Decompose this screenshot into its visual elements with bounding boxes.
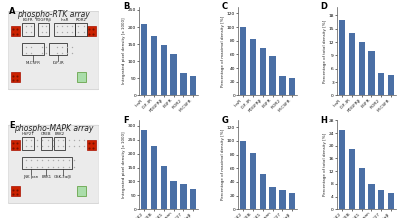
Y-axis label: Percentage of maximal density [%]: Percentage of maximal density [%] bbox=[222, 15, 226, 87]
Text: E: E bbox=[9, 121, 14, 130]
Bar bbox=[260, 174, 266, 209]
Bar bbox=[358, 168, 365, 209]
Y-axis label: Integrated pixel density [x 1000]: Integrated pixel density [x 1000] bbox=[122, 131, 126, 198]
Bar bbox=[388, 193, 394, 209]
Bar bbox=[260, 48, 266, 95]
Text: JNK pan: JNK pan bbox=[23, 175, 38, 179]
Text: InsR: InsR bbox=[60, 18, 69, 22]
Bar bbox=[358, 42, 365, 95]
Bar bbox=[190, 189, 196, 209]
Text: C: C bbox=[222, 2, 228, 11]
Bar bbox=[349, 33, 355, 95]
Bar bbox=[368, 51, 375, 95]
Bar bbox=[240, 141, 246, 209]
Bar bbox=[76, 23, 87, 36]
Bar bbox=[289, 78, 295, 95]
Bar bbox=[22, 43, 44, 55]
Bar bbox=[269, 187, 276, 209]
Text: M-CSFR: M-CSFR bbox=[26, 61, 40, 65]
Bar bbox=[170, 54, 177, 95]
Y-axis label: Percentage of total density [%]: Percentage of total density [%] bbox=[323, 133, 327, 196]
FancyBboxPatch shape bbox=[11, 72, 20, 82]
Text: EGFR: EGFR bbox=[22, 18, 33, 22]
Bar bbox=[151, 36, 157, 95]
Bar bbox=[190, 76, 196, 95]
Bar bbox=[180, 184, 186, 209]
Bar bbox=[161, 45, 167, 95]
Bar bbox=[269, 56, 276, 95]
Bar bbox=[339, 130, 345, 209]
FancyBboxPatch shape bbox=[77, 186, 86, 196]
FancyBboxPatch shape bbox=[87, 26, 96, 36]
Text: ROR2: ROR2 bbox=[76, 18, 86, 22]
Bar bbox=[388, 75, 394, 95]
Bar bbox=[180, 73, 186, 95]
Bar bbox=[141, 24, 147, 95]
Bar bbox=[22, 157, 72, 169]
Text: ERK2: ERK2 bbox=[55, 132, 65, 136]
Bar bbox=[54, 137, 66, 150]
Text: A: A bbox=[9, 7, 16, 16]
FancyBboxPatch shape bbox=[8, 125, 99, 203]
Bar bbox=[170, 182, 177, 209]
Y-axis label: Percentage of total density [%]: Percentage of total density [%] bbox=[323, 19, 327, 83]
Bar bbox=[240, 27, 246, 95]
Bar bbox=[49, 43, 67, 55]
Text: ERK1: ERK1 bbox=[41, 175, 51, 179]
Bar bbox=[250, 153, 256, 209]
FancyBboxPatch shape bbox=[11, 140, 20, 150]
Text: phospho-RTK array: phospho-RTK array bbox=[17, 10, 90, 19]
FancyBboxPatch shape bbox=[11, 26, 20, 36]
Bar bbox=[339, 20, 345, 95]
Text: G: G bbox=[222, 116, 229, 125]
Text: PDGFRβ: PDGFRβ bbox=[36, 18, 52, 22]
Bar bbox=[161, 166, 167, 209]
Y-axis label: Percentage of maximal density [%]: Percentage of maximal density [%] bbox=[222, 129, 226, 200]
Bar bbox=[22, 137, 34, 150]
Text: IGF-IR: IGF-IR bbox=[52, 61, 64, 65]
Bar bbox=[41, 137, 52, 150]
Bar bbox=[151, 146, 157, 209]
Text: H: H bbox=[321, 116, 328, 125]
Bar bbox=[378, 190, 384, 209]
Y-axis label: Integrated pixel density [x 1000]: Integrated pixel density [x 1000] bbox=[122, 18, 126, 84]
Text: HSP27: HSP27 bbox=[21, 132, 34, 136]
Bar bbox=[279, 190, 286, 209]
FancyBboxPatch shape bbox=[77, 72, 86, 82]
Text: phospho-MAPK array: phospho-MAPK array bbox=[14, 124, 93, 133]
Text: GSK-3α/β: GSK-3α/β bbox=[54, 175, 72, 179]
Text: F: F bbox=[123, 116, 128, 125]
Bar bbox=[250, 39, 256, 95]
Bar bbox=[349, 149, 355, 209]
FancyBboxPatch shape bbox=[11, 186, 20, 196]
FancyBboxPatch shape bbox=[8, 11, 99, 90]
Bar bbox=[141, 130, 147, 209]
Text: CREB: CREB bbox=[41, 132, 52, 136]
Bar bbox=[279, 76, 286, 95]
Bar bbox=[38, 23, 50, 36]
Text: D: D bbox=[321, 2, 328, 11]
Text: B: B bbox=[123, 2, 129, 11]
Bar bbox=[378, 73, 384, 95]
Bar bbox=[289, 193, 295, 209]
Bar bbox=[22, 23, 34, 36]
Bar bbox=[368, 184, 375, 209]
FancyBboxPatch shape bbox=[87, 140, 96, 150]
Bar bbox=[54, 23, 74, 36]
